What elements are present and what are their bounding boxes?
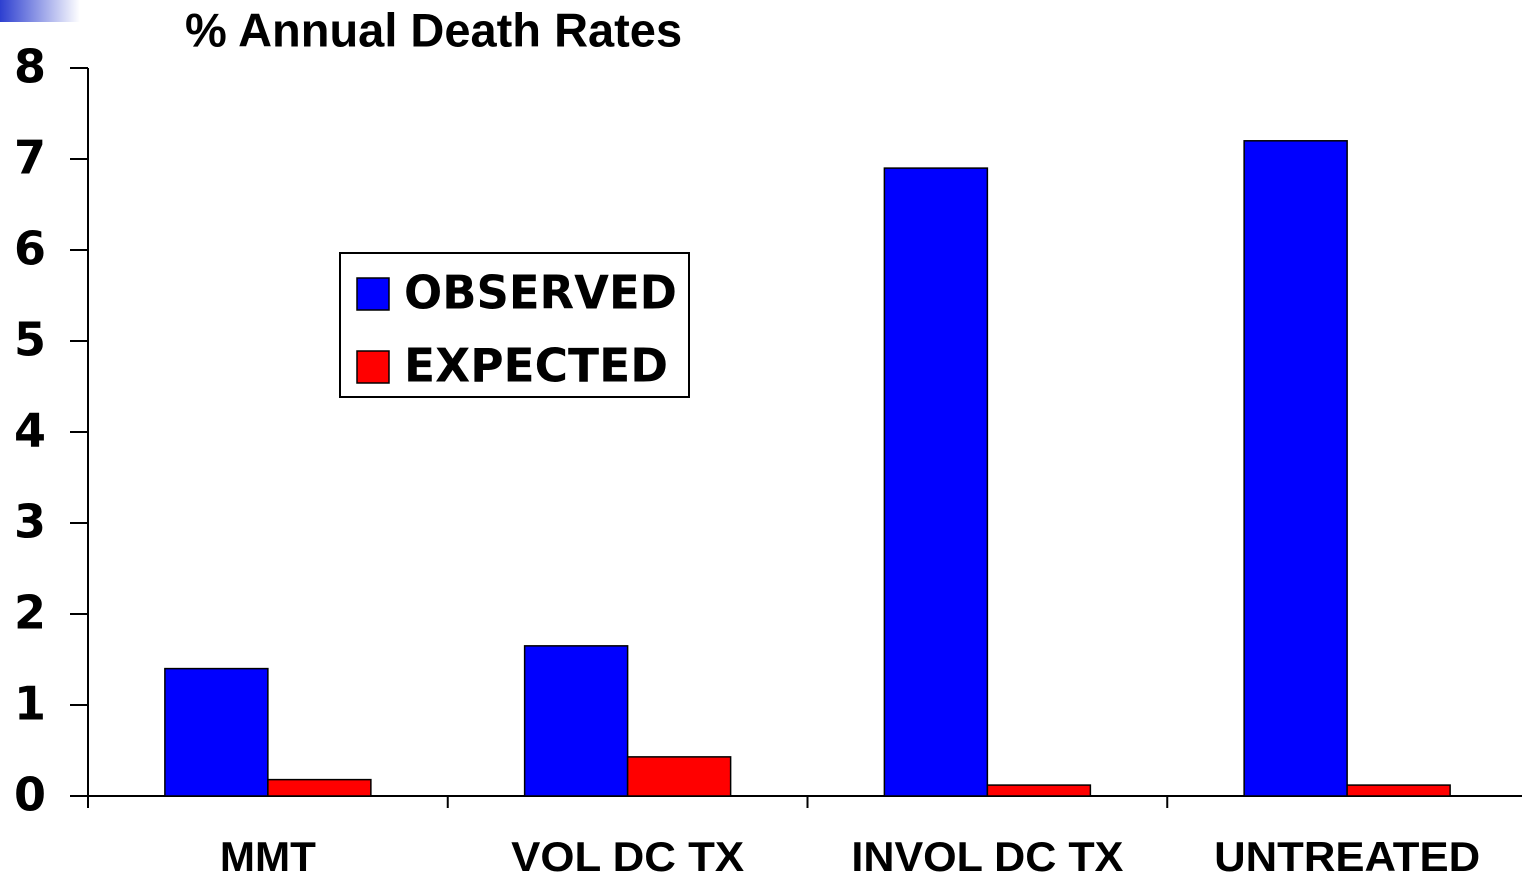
bar (523, 645, 629, 797)
x-tick-label: MMT (220, 833, 316, 879)
legend-label: EXPECTED (404, 339, 668, 393)
chart-title: % Annual Death Rates (185, 3, 682, 56)
bar (267, 778, 372, 797)
y-tick-label: 8 (14, 40, 46, 94)
bar (1346, 784, 1451, 797)
y-tick-label: 1 (14, 677, 46, 731)
y-tick-label: 4 (14, 404, 46, 458)
corner-decoration (0, 0, 80, 22)
legend-swatch (356, 350, 390, 384)
bar (626, 756, 732, 797)
legend-label: OBSERVED (404, 266, 677, 320)
bar (883, 167, 989, 797)
y-tick-label: 5 (14, 313, 46, 367)
x-tick-label: VOL DC TX (511, 833, 744, 879)
y-tick-label: 0 (14, 768, 46, 822)
y-tick-label: 6 (14, 222, 46, 276)
y-tick-label: 3 (14, 495, 46, 549)
bar (1243, 140, 1348, 797)
x-tick-label: INVOL DC TX (851, 833, 1123, 879)
x-tick-label: UNTREATED (1214, 833, 1480, 879)
y-tick-label: 7 (14, 131, 46, 185)
bar (164, 667, 269, 797)
legend-box (339, 252, 690, 398)
legend-swatch (356, 277, 390, 311)
bar (986, 784, 1092, 797)
y-tick-label: 2 (14, 586, 46, 640)
